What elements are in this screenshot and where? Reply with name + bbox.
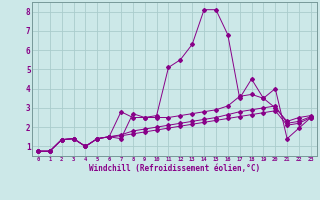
X-axis label: Windchill (Refroidissement éolien,°C): Windchill (Refroidissement éolien,°C) [89,164,260,173]
